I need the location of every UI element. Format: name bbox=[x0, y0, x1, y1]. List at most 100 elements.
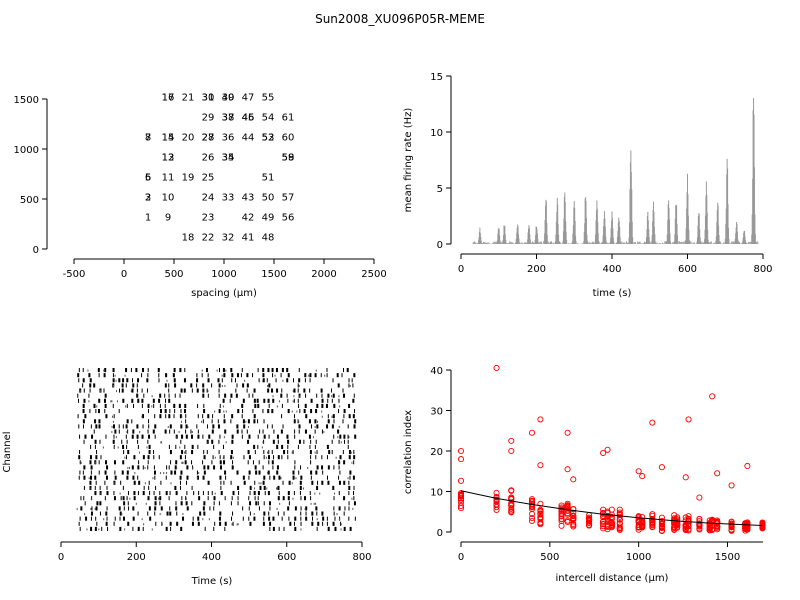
spike-mark bbox=[338, 480, 341, 485]
spike-mark bbox=[122, 398, 125, 403]
spike-mark bbox=[104, 403, 107, 408]
spike-mark bbox=[343, 434, 346, 439]
spike-mark bbox=[148, 480, 150, 485]
electrode-label: 25 bbox=[202, 173, 215, 184]
spike-mark bbox=[118, 429, 120, 434]
spike-mark bbox=[211, 419, 213, 424]
spike-mark bbox=[80, 496, 82, 501]
spike-mark bbox=[111, 415, 113, 418]
electrode-label: 60 bbox=[282, 133, 295, 144]
spike-mark bbox=[184, 368, 186, 373]
spike-mark bbox=[98, 419, 101, 424]
spike-mark bbox=[137, 444, 139, 449]
spike-mark bbox=[275, 378, 277, 383]
spike-mark bbox=[242, 398, 245, 403]
spike-mark bbox=[105, 414, 108, 419]
spike-mark bbox=[231, 414, 234, 419]
spike-mark bbox=[342, 450, 344, 455]
spike-mark bbox=[342, 419, 344, 424]
spike-mark bbox=[236, 424, 239, 429]
spike-mark bbox=[294, 460, 296, 465]
electrode-label: 24 bbox=[202, 193, 215, 204]
spike-mark bbox=[126, 475, 129, 480]
spike-mark bbox=[281, 516, 283, 521]
spike-mark bbox=[198, 496, 201, 501]
spike-mark bbox=[310, 496, 312, 501]
spike-mark bbox=[243, 455, 245, 460]
spike-mark bbox=[159, 403, 161, 408]
spike-mark bbox=[314, 419, 317, 424]
spike-mark bbox=[84, 414, 87, 419]
spike-mark bbox=[249, 485, 252, 490]
spike-mark bbox=[268, 516, 271, 521]
spike-mark bbox=[337, 436, 339, 439]
spike-mark bbox=[218, 439, 220, 444]
y-tick-label: 15 bbox=[430, 72, 443, 83]
spike-mark bbox=[248, 516, 250, 521]
spike-mark bbox=[95, 409, 97, 414]
spike-mark bbox=[148, 450, 151, 455]
spike-mark bbox=[263, 398, 266, 403]
data-point bbox=[558, 502, 565, 509]
spike-mark bbox=[137, 378, 140, 383]
spike-mark bbox=[117, 446, 119, 449]
spike-mark bbox=[113, 446, 115, 449]
spike-mark bbox=[124, 456, 126, 459]
spike-mark bbox=[161, 523, 163, 526]
spike-mark bbox=[299, 491, 301, 496]
spike-mark bbox=[175, 436, 177, 439]
spike-mark bbox=[142, 368, 145, 373]
spike-mark bbox=[223, 436, 225, 439]
spike-mark bbox=[257, 419, 259, 424]
spike-mark bbox=[223, 419, 226, 424]
spike-mark bbox=[219, 403, 221, 408]
spike-mark bbox=[182, 461, 184, 464]
spike-mark bbox=[281, 368, 284, 373]
spike-mark bbox=[277, 511, 279, 516]
spike-mark bbox=[316, 511, 318, 516]
spike-mark bbox=[343, 526, 346, 531]
data-point bbox=[558, 510, 565, 517]
x-tick-label: 200 bbox=[127, 552, 146, 563]
spike-mark bbox=[147, 460, 149, 465]
electrode-label: 8 bbox=[145, 133, 151, 144]
spike-mark bbox=[164, 403, 166, 408]
spike-mark bbox=[85, 516, 88, 521]
spike-mark bbox=[152, 429, 155, 434]
spike-mark bbox=[183, 388, 186, 393]
data-point bbox=[685, 526, 692, 533]
spike-mark bbox=[207, 373, 209, 378]
spike-mark bbox=[294, 429, 296, 434]
spike-mark bbox=[187, 425, 189, 428]
electrode-label: 36 bbox=[222, 133, 235, 144]
spike-mark bbox=[196, 388, 199, 393]
spike-mark bbox=[88, 373, 91, 378]
spike-mark bbox=[149, 491, 151, 496]
spike-mark bbox=[242, 409, 244, 414]
spike-mark bbox=[311, 480, 314, 485]
spike-mark bbox=[103, 373, 106, 378]
spike-mark bbox=[134, 472, 136, 475]
spike-mark bbox=[298, 378, 301, 383]
spike-mark bbox=[346, 368, 349, 373]
spike-mark bbox=[83, 388, 85, 393]
spike-mark bbox=[147, 511, 149, 516]
spike-mark bbox=[271, 368, 274, 373]
spike-mark bbox=[102, 446, 104, 449]
x-tick-label: 800 bbox=[753, 264, 772, 275]
spike-mark bbox=[314, 425, 316, 428]
spike-mark bbox=[213, 506, 215, 511]
spike-mark bbox=[300, 521, 302, 526]
spike-mark bbox=[89, 485, 92, 490]
spike-mark bbox=[248, 393, 250, 398]
electrode-label: 37 bbox=[222, 113, 235, 124]
spike-mark bbox=[110, 400, 112, 403]
spike-mark bbox=[278, 475, 281, 480]
spike-mark bbox=[224, 429, 227, 434]
spike-mark bbox=[126, 439, 128, 444]
electrode-label: 3 bbox=[145, 193, 151, 204]
data-point bbox=[564, 429, 571, 436]
spike-mark bbox=[96, 521, 98, 526]
spike-mark bbox=[315, 455, 317, 460]
spike-mark bbox=[202, 383, 205, 388]
